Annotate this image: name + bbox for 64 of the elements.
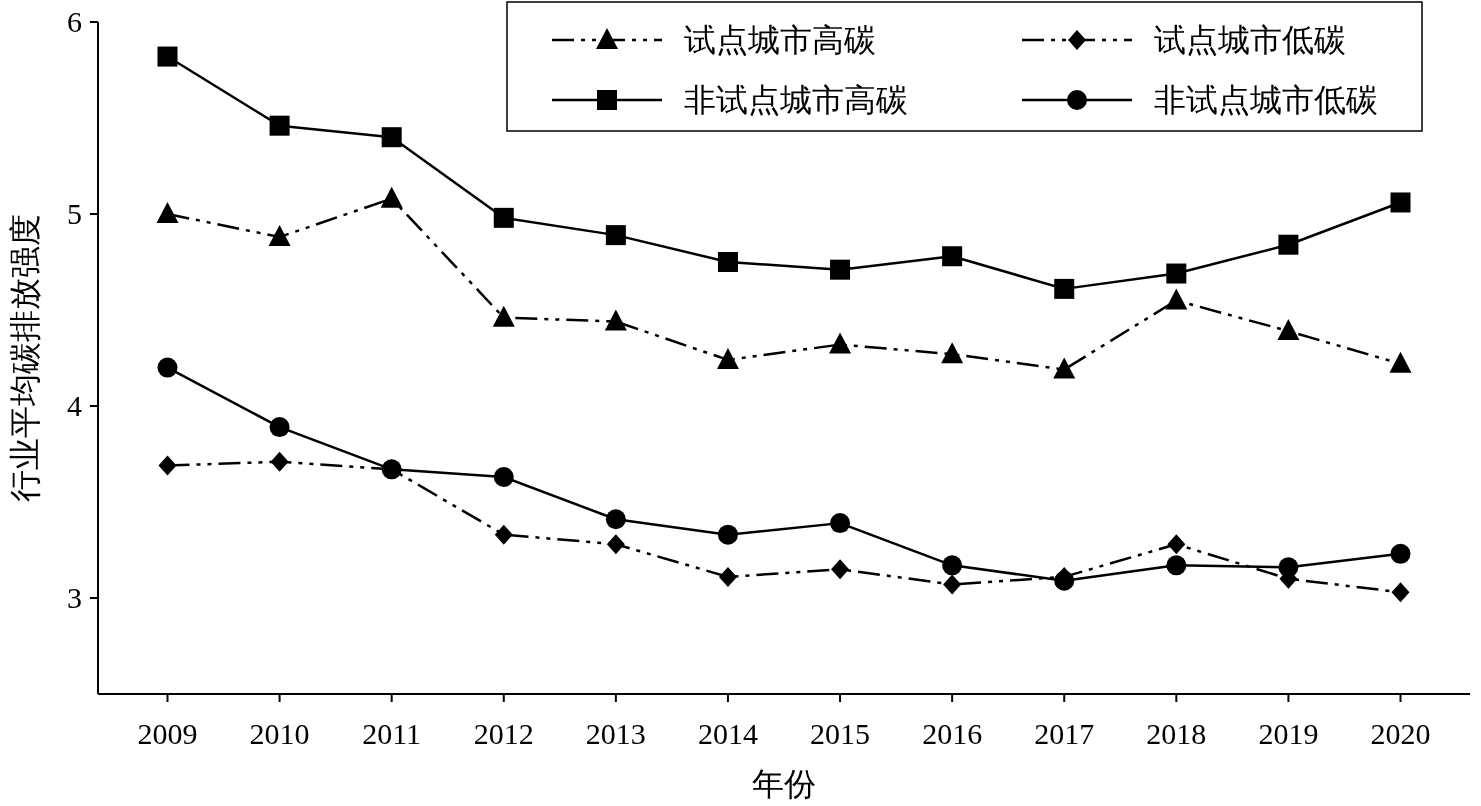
y-tick-label: 6: [67, 5, 82, 38]
y-tick-label: 5: [67, 197, 82, 230]
point: [605, 225, 626, 246]
point: [606, 534, 625, 555]
point: [831, 559, 850, 580]
point: [943, 574, 962, 595]
point: [381, 127, 402, 148]
point: [604, 309, 627, 331]
x-tick-label: 2019: [1258, 717, 1319, 750]
point: [605, 509, 626, 530]
point: [1053, 357, 1076, 379]
point: [1389, 351, 1412, 373]
point: [829, 332, 852, 354]
point: [1166, 555, 1187, 576]
point: [717, 252, 738, 272]
point: [492, 305, 515, 327]
legend-label: 非试点城市高碳: [684, 82, 908, 118]
x-tick-label: 2017: [1034, 717, 1095, 750]
point: [717, 524, 738, 545]
x-tick-label: 2012: [473, 717, 534, 750]
point: [493, 467, 514, 488]
point: [157, 357, 178, 378]
point: [158, 455, 177, 476]
y-tick-label: 3: [67, 581, 82, 614]
point: [1167, 534, 1186, 555]
point: [718, 566, 737, 587]
x-tick-label: 2014: [697, 717, 758, 750]
legend-label: 试点城市低碳: [1154, 22, 1346, 58]
point: [830, 513, 851, 534]
point: [942, 555, 963, 576]
point: [941, 342, 964, 364]
point: [380, 186, 403, 208]
point: [942, 246, 963, 267]
point: [269, 115, 290, 136]
x-tick-label: 2018: [1146, 717, 1207, 750]
x-tick-label: 2009: [137, 717, 198, 750]
y-axis-title: 行业平均碳排放强度: [7, 214, 43, 502]
x-tick-label: 2013: [585, 717, 646, 750]
point: [1165, 288, 1188, 310]
point: [1278, 234, 1299, 255]
x-tick-label: 2016: [922, 717, 983, 750]
point: [1166, 263, 1187, 284]
y-tick-label: 4: [67, 389, 82, 422]
point: [270, 451, 289, 472]
point: [1391, 582, 1410, 603]
point: [1390, 192, 1411, 213]
x-axis-title: 年份: [752, 766, 816, 802]
point: [1390, 543, 1411, 564]
x-tick-label: 2011: [362, 717, 422, 750]
legend-label: 非试点城市低碳: [1154, 82, 1378, 118]
point: [1054, 278, 1075, 299]
point: [493, 207, 514, 228]
point: [156, 202, 179, 223]
x-tick-label: 2020: [1370, 717, 1431, 750]
x-tick-label: 2015: [810, 717, 871, 750]
point: [494, 524, 513, 545]
point: [830, 259, 851, 280]
point: [716, 347, 739, 369]
point: [268, 225, 291, 247]
point: [269, 417, 290, 438]
point: [1277, 319, 1300, 341]
legend-label: 试点城市高碳: [684, 22, 876, 58]
point: [157, 46, 178, 67]
x-tick-label: 2010: [249, 717, 310, 750]
